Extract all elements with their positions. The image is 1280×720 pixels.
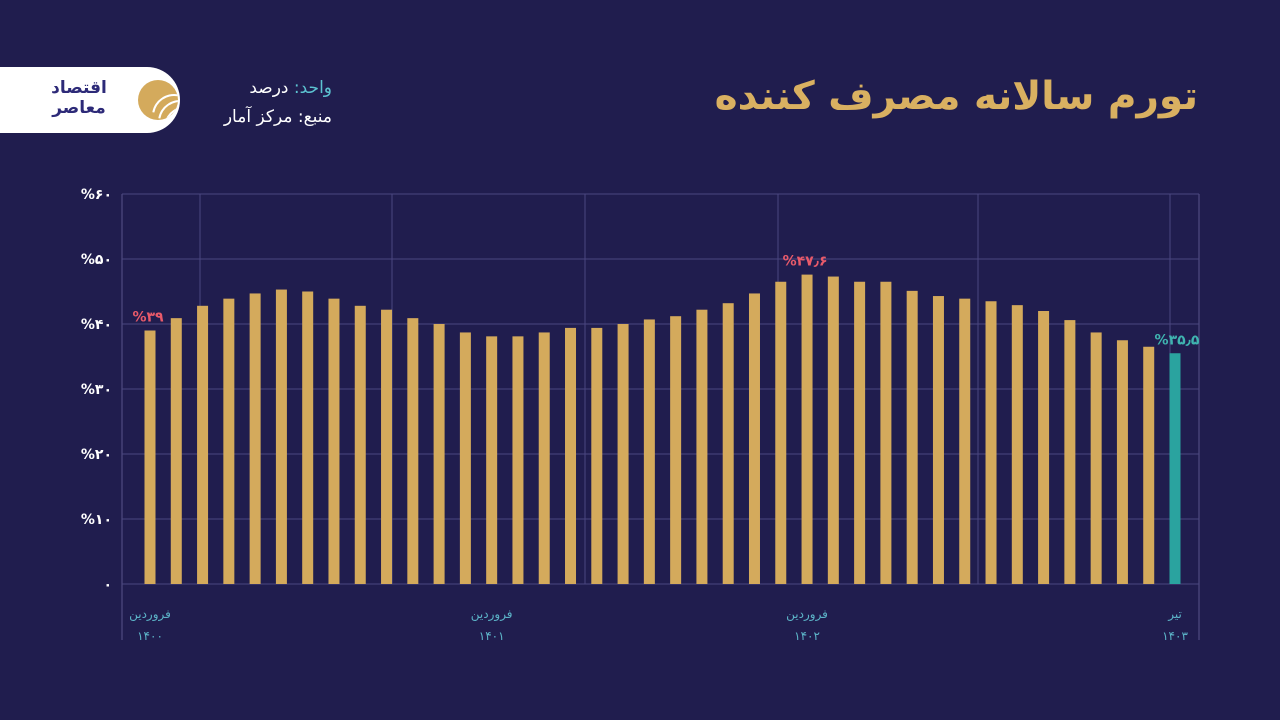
unit-line: واحد: درصد bbox=[200, 74, 332, 103]
x-tick-year: ۱۴۰۲ bbox=[794, 629, 820, 643]
bar bbox=[985, 301, 997, 584]
bar bbox=[617, 324, 629, 584]
y-tick-label: %۱۰ bbox=[81, 512, 112, 528]
x-tick-year: ۱۴۰۱ bbox=[479, 629, 505, 643]
bar bbox=[407, 318, 419, 584]
data-label: %۳۵٫۵ bbox=[1155, 332, 1200, 348]
bar bbox=[643, 319, 655, 584]
bar bbox=[906, 290, 918, 584]
bar bbox=[512, 336, 524, 584]
bar bbox=[670, 316, 682, 584]
bar bbox=[486, 336, 498, 584]
y-tick-label: %۴۰ bbox=[81, 317, 112, 333]
chart-title: تورم سالانه مصرف کننده bbox=[714, 74, 1198, 119]
y-tick-label: %۶۰ bbox=[81, 187, 112, 203]
data-label: %۴۷٫۶ bbox=[783, 254, 828, 270]
bar bbox=[302, 291, 314, 584]
bar bbox=[827, 276, 839, 584]
source-line: منبع: مرکز آمار bbox=[200, 103, 332, 132]
bar bbox=[1169, 353, 1181, 584]
bar bbox=[565, 327, 577, 584]
bar bbox=[144, 330, 156, 584]
bar bbox=[197, 305, 209, 584]
bar bbox=[1038, 311, 1050, 584]
bar bbox=[722, 303, 734, 584]
bar bbox=[433, 324, 445, 584]
bar bbox=[801, 274, 813, 584]
bar bbox=[328, 298, 340, 584]
bar bbox=[696, 309, 708, 584]
y-tick-label: ۰ bbox=[103, 577, 112, 593]
bar bbox=[381, 309, 393, 584]
bar bbox=[932, 296, 944, 584]
bar bbox=[854, 281, 866, 584]
bar bbox=[1116, 340, 1128, 584]
bar bbox=[775, 281, 787, 584]
logo-text: اقتصاد معاصر bbox=[51, 78, 107, 118]
x-tick-month: تیر bbox=[1167, 607, 1182, 622]
x-tick-year: ۱۴۰۳ bbox=[1162, 629, 1188, 643]
y-tick-label: %۵۰ bbox=[81, 252, 112, 268]
bar bbox=[959, 298, 971, 584]
bar bbox=[459, 332, 471, 584]
bar bbox=[1143, 346, 1155, 584]
bar bbox=[249, 293, 261, 584]
source-key: منبع: bbox=[297, 107, 332, 127]
bar bbox=[1090, 332, 1102, 584]
bar bbox=[354, 305, 366, 584]
bar bbox=[538, 332, 550, 584]
x-tick-year: ۱۴۰۰ bbox=[137, 629, 163, 643]
source-value: مرکز آمار bbox=[223, 107, 293, 127]
data-label: %۳۹ bbox=[132, 310, 164, 326]
bar bbox=[1011, 305, 1023, 584]
x-tick-month: فروردین bbox=[786, 607, 828, 622]
unit-key: واحد: bbox=[293, 78, 332, 98]
y-tick-label: %۳۰ bbox=[81, 382, 112, 398]
bar bbox=[748, 293, 760, 584]
y-tick-label: %۲۰ bbox=[81, 447, 112, 463]
bar bbox=[880, 281, 892, 584]
bar bbox=[591, 327, 603, 584]
chart-meta: واحد: درصد منبع: مرکز آمار bbox=[200, 74, 332, 132]
bar bbox=[1064, 320, 1076, 584]
x-tick-month: فروردین bbox=[129, 607, 171, 622]
logo-emblem-icon bbox=[138, 80, 178, 120]
bar bbox=[170, 318, 182, 584]
x-tick-month: فروردین bbox=[471, 607, 513, 622]
bar bbox=[275, 289, 287, 584]
bar bbox=[223, 298, 235, 584]
unit-value: درصد bbox=[249, 78, 289, 98]
